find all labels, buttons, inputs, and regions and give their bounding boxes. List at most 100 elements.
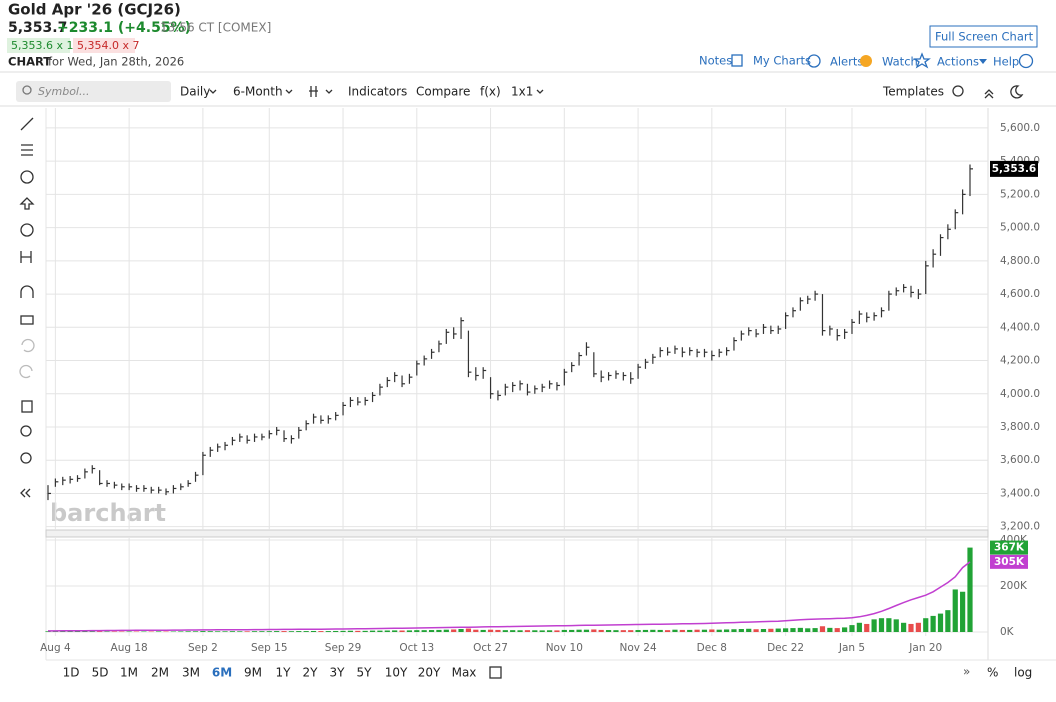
volume-bar	[790, 628, 796, 632]
log-toggle[interactable]: log	[1014, 666, 1032, 680]
period-button[interactable]: 5D	[92, 666, 109, 680]
period-button[interactable]: 1D	[63, 666, 80, 680]
redo-tool[interactable]	[19, 364, 33, 379]
fx-button[interactable]: f(x)	[480, 85, 501, 99]
volume-bar	[251, 631, 258, 632]
period-button[interactable]: 6M	[212, 666, 232, 680]
volume-bar	[620, 630, 626, 632]
period-button[interactable]: 3Y	[330, 666, 346, 680]
period-button[interactable]: 2Y	[303, 666, 319, 680]
volume-bar	[45, 631, 51, 632]
settings-icon[interactable]	[952, 85, 964, 97]
notes-link[interactable]: Notes	[699, 54, 732, 68]
volume-bar	[310, 630, 317, 632]
bar-type-icon[interactable]	[309, 86, 318, 97]
volume-bar	[185, 631, 191, 632]
arrow-tool[interactable]	[19, 197, 35, 210]
volume-bar	[960, 591, 966, 632]
y-tick-label: 3,800.0	[1000, 421, 1040, 433]
x-tick-label: Aug 4	[40, 642, 71, 654]
period-button[interactable]: 5Y	[357, 666, 373, 680]
volume-bar	[775, 628, 781, 632]
quote-time: 13:56 CT [COMEX]	[160, 21, 271, 35]
period-button[interactable]: 3M	[182, 666, 200, 680]
delete-tool[interactable]	[21, 400, 33, 413]
period-button[interactable]: 20Y	[418, 666, 441, 680]
zoom-out-tool[interactable]	[20, 452, 32, 464]
full-screen-button[interactable]	[929, 25, 1038, 48]
magnet-tool[interactable]	[20, 285, 34, 298]
volume-bar	[664, 630, 671, 632]
oi-marker-box	[990, 554, 1028, 569]
caret-icon	[979, 59, 987, 64]
undo-tool[interactable]	[21, 338, 35, 353]
volume-bar	[377, 630, 383, 632]
volume-bar	[738, 629, 744, 632]
measure-tool[interactable]	[20, 251, 32, 263]
fib-tool[interactable]	[21, 144, 33, 156]
volume-bar	[222, 631, 228, 632]
expand-toggle[interactable]: »	[963, 665, 970, 679]
volume-bar	[436, 629, 442, 632]
actions-link[interactable]: Actions	[937, 55, 979, 69]
volume-bar	[915, 622, 921, 632]
volume-bar	[694, 629, 700, 632]
period-button[interactable]: 1Y	[276, 666, 292, 680]
ask-box	[73, 38, 135, 53]
symbol-placeholder[interactable]: Symbol...	[38, 85, 89, 98]
volume-bar	[805, 628, 811, 632]
chart-label: CHART	[8, 55, 51, 69]
compare-button[interactable]: Compare	[416, 85, 470, 99]
calendar-icon[interactable]	[489, 666, 502, 679]
volume-bar	[237, 631, 243, 632]
zoom-in-tool[interactable]	[20, 425, 32, 437]
alerts-link[interactable]: Alerts	[830, 55, 863, 69]
volume-bar	[325, 631, 331, 632]
volume-bar	[657, 629, 663, 632]
layout-menu[interactable]: 1x1	[511, 85, 533, 99]
full-screen-label[interactable]: Full Screen Chart	[935, 30, 1034, 44]
volume-bar	[783, 628, 789, 632]
marker-tool[interactable]	[20, 223, 34, 237]
volume-bar	[82, 631, 88, 632]
period-button[interactable]: 9M	[244, 666, 262, 680]
period-button[interactable]: 10Y	[385, 666, 408, 680]
indicators-button[interactable]: Indicators	[348, 85, 407, 99]
y-tick-label: 3,200.0	[1000, 521, 1040, 533]
y-tick-label: 3,600.0	[1000, 454, 1040, 466]
bid-box	[7, 38, 70, 53]
volume-bar	[274, 631, 280, 632]
collapse-icon[interactable]	[984, 89, 994, 99]
interval-menu[interactable]: Daily	[180, 85, 210, 99]
collapse-toolbar[interactable]	[20, 488, 31, 498]
volume-bar	[930, 615, 936, 632]
x-tick-label: Jan 5	[838, 642, 865, 654]
volume-bar	[495, 629, 501, 632]
add-icon	[807, 54, 821, 68]
line-tool[interactable]	[20, 117, 34, 131]
volume-bar	[864, 623, 870, 632]
volume-bar	[768, 628, 774, 632]
percent-toggle[interactable]: %	[987, 666, 998, 680]
watch-link[interactable]: Watch	[882, 55, 918, 69]
volume-marker-box	[990, 540, 1028, 555]
x-tick-label: Dec 22	[767, 642, 804, 654]
period-button[interactable]: Max	[452, 666, 477, 680]
theme-icon[interactable]	[1010, 85, 1024, 99]
period-button[interactable]: 1M	[120, 666, 138, 680]
symbol-search[interactable]	[16, 81, 171, 102]
volume-bar	[369, 630, 376, 632]
range-menu[interactable]: 6-Month	[233, 85, 283, 99]
ask: 5,354.0 x 7	[77, 39, 140, 52]
shape-tool[interactable]	[20, 170, 34, 184]
period-button[interactable]: 2M	[151, 666, 169, 680]
y-tick-label: 4,600.0	[1000, 288, 1040, 300]
volume-bar	[908, 623, 914, 632]
volume-bar	[384, 630, 390, 632]
volume-bar	[399, 630, 405, 632]
lock-tool[interactable]	[20, 315, 34, 325]
templates-button[interactable]: Templates	[882, 85, 944, 99]
my-charts-link[interactable]: My Charts	[753, 54, 811, 68]
help-link[interactable]: Help	[993, 55, 1019, 69]
search-icon	[22, 85, 32, 95]
